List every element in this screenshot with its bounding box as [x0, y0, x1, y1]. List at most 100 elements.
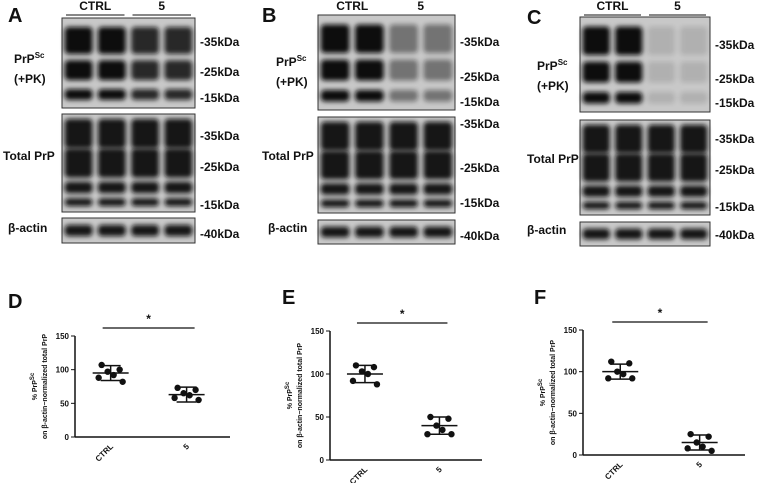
x-tick-label: CTRL	[348, 465, 370, 483]
blot-band	[615, 228, 643, 240]
kda-marker: -15kDa	[715, 96, 755, 110]
panel-letter: A	[8, 5, 22, 27]
y-axis-label-sup: Sc	[285, 381, 291, 389]
blot-band	[423, 183, 453, 195]
kda-marker: -40kDa	[460, 229, 500, 243]
y-axis-label: on β-actin−normalized total PrP	[297, 343, 304, 449]
blot-band	[131, 89, 160, 100]
blot-band	[164, 198, 193, 207]
blot-band	[164, 118, 193, 149]
kda-marker: -15kDa	[200, 91, 240, 105]
blot-band	[354, 90, 384, 102]
blot-band	[354, 199, 384, 208]
blot-band	[389, 24, 419, 53]
blot-band	[680, 153, 708, 182]
y-tick-label: 150	[311, 327, 325, 336]
blot-band	[615, 124, 643, 154]
kda-marker: -25kDa	[460, 70, 500, 84]
kda-marker: -15kDa	[715, 200, 755, 214]
blot-band	[680, 201, 708, 210]
blot-band	[97, 198, 126, 207]
blot-band	[423, 226, 453, 238]
blot-band	[647, 92, 675, 104]
kda-marker: -35kDa	[200, 129, 240, 143]
blot-band	[64, 224, 93, 237]
data-point	[708, 447, 715, 455]
blot-band	[647, 201, 675, 210]
blot-band	[680, 92, 708, 104]
kda-marker: -25kDa	[200, 65, 240, 79]
y-axis-label-text: % PrP	[540, 386, 547, 407]
blot-label: β-actin	[527, 223, 566, 237]
blot-band	[423, 24, 453, 53]
y-tick-label: 0	[573, 451, 578, 460]
blot-label-sup: Sc	[297, 54, 307, 63]
blot-band	[680, 124, 708, 154]
y-axis-label-sup: Sc	[30, 372, 36, 380]
lane-label: CTRL	[597, 0, 629, 13]
y-axis-label-text: % PrP	[287, 389, 294, 410]
lane-label: CTRL	[79, 0, 111, 13]
data-point	[684, 445, 691, 452]
y-axis-label: on β-actin−normalized total PrP	[550, 340, 557, 446]
blot-band	[582, 153, 610, 182]
blot-band	[164, 224, 193, 237]
kda-marker: -35kDa	[715, 38, 755, 52]
y-tick-label: 100	[311, 370, 325, 379]
blot-band	[164, 89, 193, 100]
y-tick-label: 100	[56, 366, 70, 375]
blot-band	[320, 59, 350, 81]
blot-label: (+PK)	[14, 72, 46, 86]
blot-band	[423, 121, 453, 151]
blot-label-text: PrP	[14, 52, 35, 66]
x-tick-label: 5	[695, 460, 705, 470]
blot-band	[615, 92, 643, 104]
blot-band	[64, 60, 93, 81]
blot-band	[97, 181, 126, 194]
significance-label: *	[658, 306, 663, 320]
y-tick-label: 0	[320, 456, 325, 465]
kda-marker: -40kDa	[715, 228, 755, 242]
kda-marker: -15kDa	[460, 95, 500, 109]
data-point	[620, 370, 627, 378]
blot-label: β-actin	[8, 221, 47, 235]
kda-marker: -15kDa	[460, 196, 500, 210]
blot-band	[131, 198, 160, 207]
y-tick-label: 50	[568, 409, 577, 418]
blot-band	[320, 150, 350, 180]
blot-band	[164, 148, 193, 178]
blot-band	[131, 27, 160, 54]
data-point	[424, 431, 431, 438]
blot-band	[389, 199, 419, 208]
data-point	[119, 378, 126, 385]
y-tick-label: 100	[564, 368, 578, 377]
blot-band	[389, 90, 419, 102]
data-point	[192, 386, 199, 394]
data-point	[605, 375, 612, 382]
blot-band	[354, 150, 384, 180]
panel-letter: B	[262, 5, 276, 27]
blot-label-text: PrP	[276, 55, 297, 69]
blot-label: (+PK)	[537, 79, 569, 93]
blot-band	[647, 26, 675, 55]
blot-band	[680, 61, 708, 83]
blot-band	[615, 153, 643, 182]
x-tick-label: CTRL	[94, 442, 116, 464]
blot-band	[64, 118, 93, 149]
blot-band	[97, 27, 126, 54]
blot-band	[582, 92, 610, 104]
blot-label: (+PK)	[276, 75, 308, 89]
blot-label: Total PrP	[3, 149, 55, 163]
blot-band	[131, 181, 160, 194]
blot-band	[423, 59, 453, 81]
blot-band	[647, 185, 675, 197]
data-point	[358, 368, 366, 375]
blot-band	[164, 27, 193, 54]
blot-label-sup: Sc	[35, 51, 45, 60]
blot-band	[582, 185, 610, 197]
blot-band	[131, 60, 160, 81]
kda-marker: -35kDa	[460, 35, 500, 49]
blot-band	[354, 226, 384, 238]
blot-band	[615, 61, 643, 83]
